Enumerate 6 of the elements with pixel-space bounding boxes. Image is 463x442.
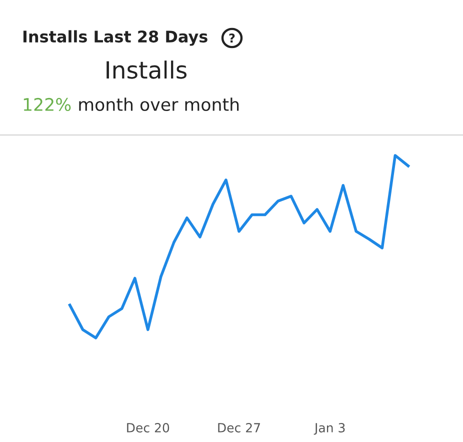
chart-title: Installs Last 28 Days (23, 30, 208, 46)
x-tick-label: Jan 3 (314, 423, 345, 435)
x-tick-label: Dec 20 (127, 423, 170, 432)
text: 122% month over month (24, 98, 239, 112)
x-tick-label: Dec 27 (218, 423, 260, 432)
chart-subtitle: Installs (106, 60, 187, 79)
